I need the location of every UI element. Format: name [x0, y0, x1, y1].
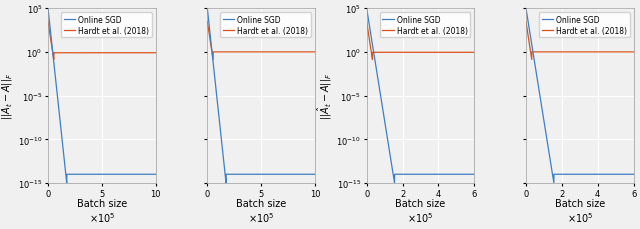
Online SGD	[107, 173, 115, 176]
Hardt et al. (2018)	[630, 51, 637, 54]
Hardt et al. (2018)	[311, 51, 319, 54]
Line: Hardt et al. (2018): Hardt et al. (2018)	[367, 22, 474, 60]
Online SGD	[204, 8, 211, 11]
Line: Hardt et al. (2018): Hardt et al. (2018)	[526, 22, 634, 60]
Hardt et al. (2018)	[210, 51, 218, 54]
Online SGD	[529, 49, 536, 52]
Y-axis label: $||\hat{A}_t - A||_F$: $||\hat{A}_t - A||_F$	[316, 73, 333, 120]
Hardt et al. (2018)	[113, 52, 120, 55]
Online SGD	[152, 173, 159, 176]
Online SGD	[445, 173, 452, 176]
Hardt et al. (2018)	[522, 21, 530, 24]
Line: Online SGD: Online SGD	[207, 9, 315, 183]
Hardt et al. (2018)	[445, 52, 452, 55]
Online SGD	[109, 173, 117, 176]
Legend: Online SGD, Hardt et al. (2018): Online SGD, Hardt et al. (2018)	[61, 13, 152, 38]
Hardt et al. (2018)	[126, 52, 134, 55]
Hardt et al. (2018)	[428, 52, 436, 55]
Hardt et al. (2018)	[615, 51, 623, 54]
Online SGD	[51, 69, 58, 72]
Hardt et al. (2018)	[137, 52, 145, 55]
Hardt et al. (2018)	[470, 52, 478, 55]
Hardt et al. (2018)	[51, 52, 59, 55]
Hardt et al. (2018)	[152, 52, 159, 55]
Hardt et al. (2018)	[528, 59, 536, 62]
Hardt et al. (2018)	[588, 51, 595, 54]
Online SGD	[615, 173, 623, 176]
Hardt et al. (2018)	[272, 51, 280, 54]
Hardt et al. (2018)	[369, 59, 376, 62]
Line: Online SGD: Online SGD	[526, 9, 634, 183]
Line: Hardt et al. (2018): Hardt et al. (2018)	[207, 22, 315, 60]
Hardt et al. (2018)	[369, 52, 377, 55]
Legend: Online SGD, Hardt et al. (2018): Online SGD, Hardt et al. (2018)	[220, 13, 311, 38]
Hardt et al. (2018)	[591, 51, 598, 54]
Legend: Online SGD, Hardt et al. (2018): Online SGD, Hardt et al. (2018)	[539, 13, 630, 38]
Online SGD	[363, 8, 371, 11]
Hardt et al. (2018)	[363, 21, 371, 24]
Online SGD	[266, 173, 274, 176]
Hardt et al. (2018)	[269, 51, 276, 54]
Online SGD	[222, 182, 230, 184]
Hardt et al. (2018)	[44, 21, 52, 24]
Hardt et al. (2018)	[296, 51, 304, 54]
Online SGD	[591, 173, 598, 176]
Online SGD	[137, 173, 145, 176]
Line: Online SGD: Online SGD	[48, 9, 156, 183]
Online SGD	[113, 173, 120, 176]
Hardt et al. (2018)	[529, 51, 536, 54]
Online SGD	[369, 49, 377, 52]
Online SGD	[272, 173, 280, 176]
X-axis label: Batch size
$\times 10^5$: Batch size $\times 10^5$	[555, 198, 605, 224]
Online SGD	[210, 69, 218, 72]
Online SGD	[311, 173, 319, 176]
Hardt et al. (2018)	[109, 52, 117, 55]
Hardt et al. (2018)	[266, 51, 274, 54]
X-axis label: Batch size
$\times 10^5$: Batch size $\times 10^5$	[77, 198, 127, 224]
Online SGD	[126, 173, 134, 176]
Line: Hardt et al. (2018): Hardt et al. (2018)	[48, 22, 156, 60]
Online SGD	[585, 173, 593, 176]
Online SGD	[285, 173, 293, 176]
Hardt et al. (2018)	[107, 52, 115, 55]
Hardt et al. (2018)	[604, 51, 612, 54]
X-axis label: Batch size
$\times 10^5$: Batch size $\times 10^5$	[396, 198, 445, 224]
Online SGD	[431, 173, 439, 176]
Legend: Online SGD, Hardt et al. (2018): Online SGD, Hardt et al. (2018)	[380, 13, 470, 38]
Online SGD	[44, 8, 52, 11]
Online SGD	[470, 173, 478, 176]
Hardt et al. (2018)	[50, 59, 58, 62]
Hardt et al. (2018)	[456, 52, 463, 55]
Online SGD	[522, 8, 530, 11]
Hardt et al. (2018)	[204, 21, 211, 24]
X-axis label: Batch size
$\times 10^5$: Batch size $\times 10^5$	[236, 198, 286, 224]
Online SGD	[63, 182, 70, 184]
Online SGD	[630, 173, 637, 176]
Line: Online SGD: Online SGD	[367, 9, 474, 183]
Online SGD	[269, 173, 276, 176]
Online SGD	[604, 173, 612, 176]
Hardt et al. (2018)	[585, 51, 593, 54]
Online SGD	[456, 173, 463, 176]
Online SGD	[390, 182, 398, 184]
Y-axis label: $||\hat{A}_t - A||_F$: $||\hat{A}_t - A||_F$	[0, 73, 15, 120]
Hardt et al. (2018)	[426, 52, 433, 55]
Online SGD	[426, 173, 433, 176]
Hardt et al. (2018)	[209, 59, 217, 62]
Hardt et al. (2018)	[285, 51, 293, 54]
Online SGD	[588, 173, 595, 176]
Online SGD	[428, 173, 436, 176]
Hardt et al. (2018)	[431, 52, 439, 55]
Online SGD	[296, 173, 304, 176]
Online SGD	[550, 182, 557, 184]
